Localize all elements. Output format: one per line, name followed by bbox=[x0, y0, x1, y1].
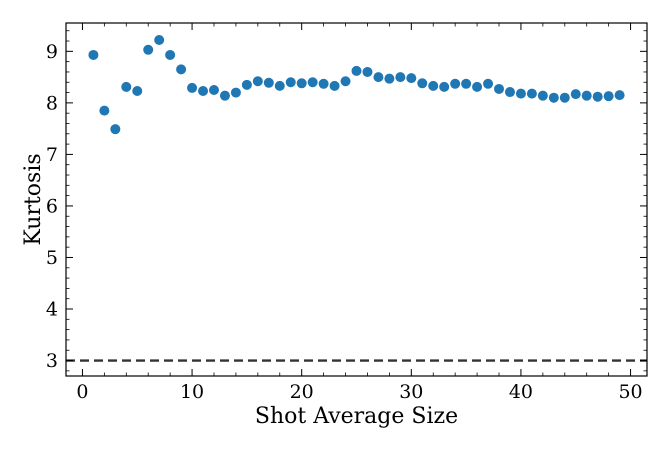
data-point bbox=[614, 90, 625, 101]
data-point bbox=[285, 77, 296, 88]
data-point bbox=[483, 78, 494, 89]
data-point bbox=[395, 72, 406, 83]
data-point bbox=[307, 77, 318, 88]
data-point bbox=[88, 49, 99, 60]
plot-frame bbox=[65, 22, 648, 377]
y-tick-label: 3 bbox=[46, 350, 58, 372]
x-tick-label: 30 bbox=[399, 381, 423, 403]
data-point bbox=[99, 105, 110, 116]
data-point bbox=[450, 78, 461, 89]
data-point bbox=[198, 86, 209, 97]
data-point bbox=[208, 84, 219, 95]
y-tick-label: 8 bbox=[46, 92, 58, 114]
data-point bbox=[559, 92, 570, 103]
data-point bbox=[263, 77, 274, 88]
data-point bbox=[154, 35, 165, 46]
data-point bbox=[592, 91, 603, 102]
data-point bbox=[165, 49, 176, 60]
y-tick-label: 9 bbox=[46, 41, 58, 63]
data-point bbox=[439, 81, 450, 92]
data-point bbox=[417, 78, 428, 89]
data-point bbox=[526, 88, 537, 99]
data-point bbox=[241, 79, 252, 90]
x-axis-label: Shot Average Size bbox=[255, 404, 458, 429]
data-point bbox=[230, 87, 241, 98]
axis-ticks: 0 10 20 30 40 50 3 4 5 6 7 8 9 bbox=[46, 23, 647, 403]
data-point bbox=[494, 83, 505, 94]
y-tick-label: 4 bbox=[46, 299, 58, 321]
data-point bbox=[570, 89, 581, 100]
data-point bbox=[274, 80, 285, 91]
x-tick-label: 10 bbox=[180, 381, 204, 403]
x-tick-label: 40 bbox=[509, 381, 533, 403]
data-point bbox=[548, 92, 559, 103]
data-point bbox=[461, 78, 472, 89]
data-point bbox=[132, 86, 143, 97]
data-point bbox=[143, 44, 154, 55]
data-point bbox=[362, 66, 373, 77]
data-point bbox=[603, 91, 614, 102]
data-point bbox=[428, 80, 439, 91]
data-point bbox=[373, 72, 384, 83]
y-tick-label: 7 bbox=[46, 144, 58, 166]
data-point bbox=[340, 76, 351, 87]
x-tick-label: 0 bbox=[76, 381, 88, 403]
y-tick-label: 5 bbox=[46, 247, 58, 269]
y-axis-label: Kurtosis bbox=[21, 153, 46, 245]
data-point bbox=[504, 87, 515, 98]
data-point bbox=[329, 80, 340, 91]
data-point bbox=[351, 65, 362, 76]
data-point bbox=[472, 81, 483, 92]
data-point bbox=[406, 73, 417, 84]
plot-area bbox=[66, 35, 647, 362]
x-tick-label: 50 bbox=[618, 381, 642, 403]
x-tick-label: 20 bbox=[290, 381, 314, 403]
data-point bbox=[537, 90, 548, 101]
data-point bbox=[187, 82, 198, 93]
data-point bbox=[384, 73, 395, 84]
data-point bbox=[318, 78, 329, 89]
data-point bbox=[252, 76, 263, 87]
data-point bbox=[176, 64, 187, 75]
data-point bbox=[219, 90, 230, 101]
data-point bbox=[581, 90, 592, 101]
data-point bbox=[515, 88, 526, 99]
data-point bbox=[296, 78, 307, 89]
y-tick-label: 6 bbox=[46, 195, 58, 217]
data-point bbox=[110, 124, 121, 135]
data-point bbox=[121, 81, 132, 92]
